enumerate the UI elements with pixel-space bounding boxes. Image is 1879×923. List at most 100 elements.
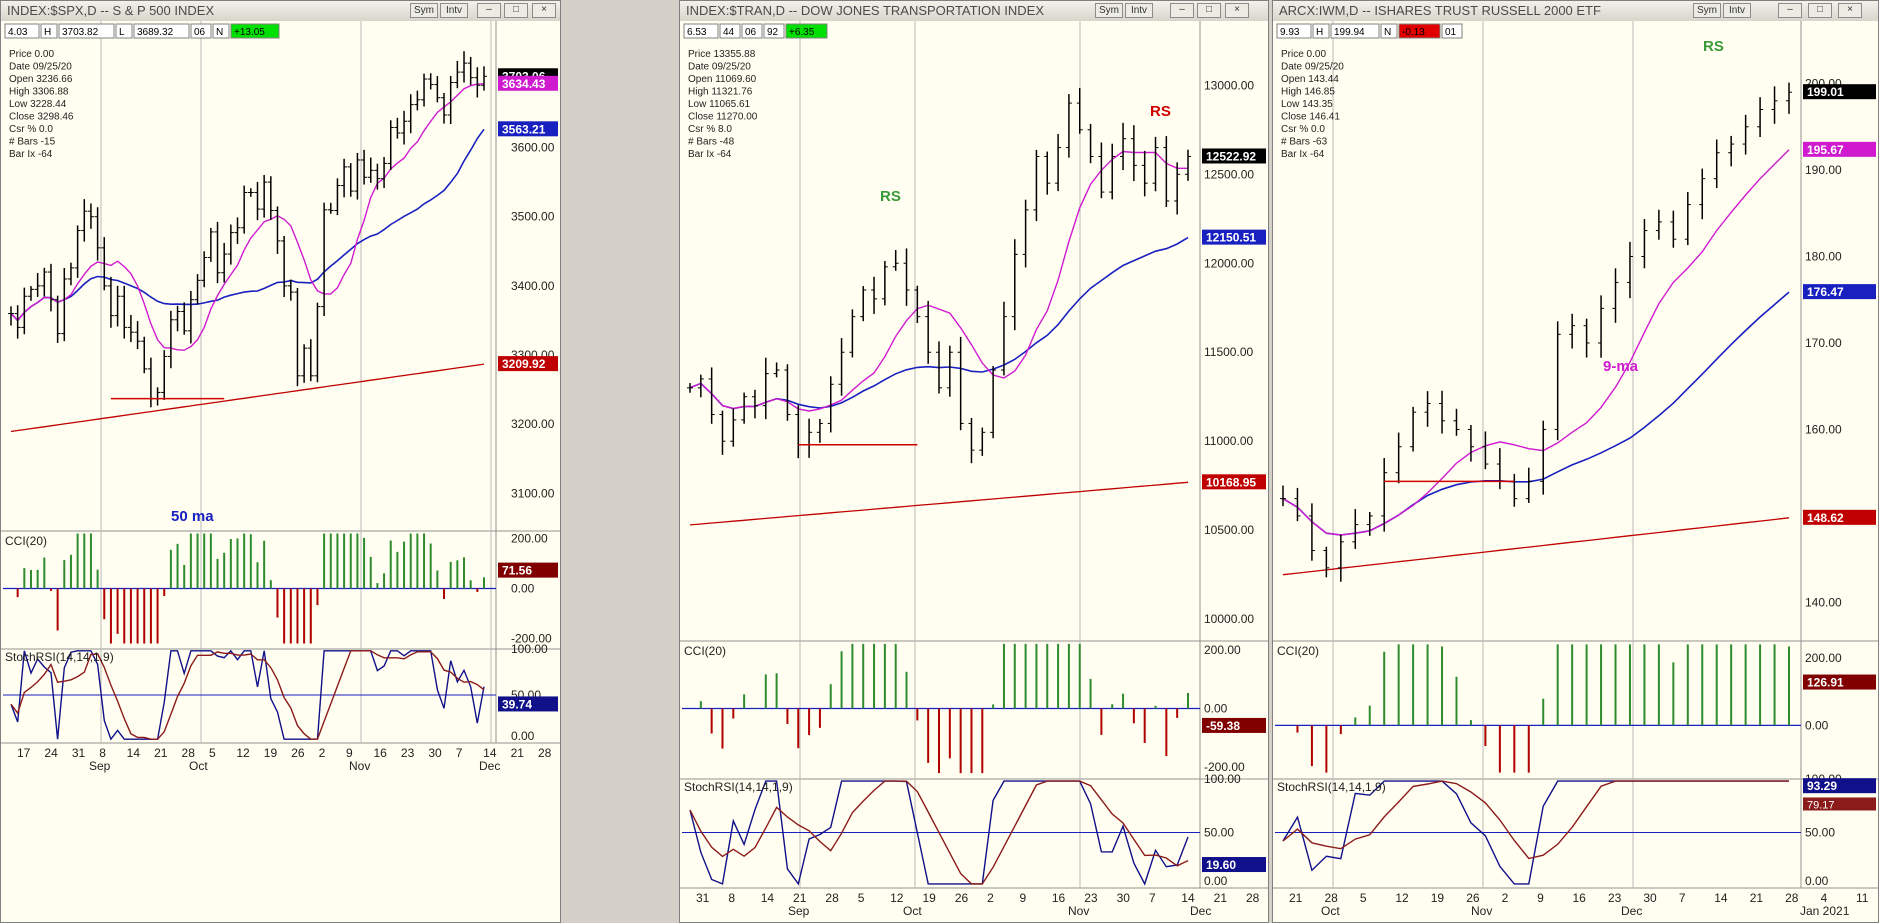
ma200-line: [689, 481, 1189, 526]
plot-background: [1, 21, 560, 922]
x-tick-label: 28: [182, 746, 196, 760]
cci-level-label: 200.00: [1204, 643, 1241, 657]
chart-window-spx[interactable]: INDEX:$SPX,D -- S & P 500 INDEX Sym Intv…: [0, 0, 561, 923]
info-line: Date 09/25/20: [1281, 62, 1344, 73]
x-month-label: Oct: [189, 759, 208, 773]
close-button[interactable]: ×: [532, 3, 556, 18]
cci-value-text: 71.56: [502, 564, 532, 578]
info-line: Open 143.44: [1281, 74, 1339, 85]
intv-button[interactable]: Intv: [1723, 3, 1751, 18]
x-tick-label: 7: [1679, 891, 1686, 905]
y-tick-label: 140.00: [1805, 595, 1842, 609]
toolbar-field-text: 199.94: [1334, 27, 1365, 38]
chart-annotation: 9-ma: [1603, 358, 1639, 375]
price-tag-text: 199.01: [1807, 85, 1844, 99]
chart-annotation: RS: [1703, 38, 1724, 55]
sym-button[interactable]: Sym: [1693, 3, 1721, 18]
info-line: Bar Ix -64: [9, 149, 53, 160]
stoch-value-text: 39.74: [502, 697, 532, 711]
minimize-button[interactable]: –: [1170, 3, 1194, 18]
maximize-button[interactable]: □: [1197, 3, 1221, 18]
x-tick-label: 16: [1052, 891, 1066, 905]
ma9-line: [689, 150, 1188, 412]
toolbar-field: [190, 23, 212, 39]
toolbar-field: [230, 23, 280, 39]
info-line: # Bars -48: [688, 137, 735, 148]
x-tick-label: 7: [456, 746, 463, 760]
toolbar-field-text: +6.35: [789, 27, 815, 38]
sym-button[interactable]: Sym: [1095, 3, 1123, 18]
x-tick-label: 21: [1214, 891, 1228, 905]
price-tag-text: 3209.92: [502, 357, 546, 371]
cci-label: CCI(20): [5, 534, 47, 548]
x-tick-label: 9: [346, 746, 353, 760]
minimize-button[interactable]: –: [1778, 3, 1802, 18]
title-bar[interactable]: INDEX:$SPX,D -- S & P 500 INDEX Sym Intv…: [1, 1, 560, 22]
x-tick-label: 31: [72, 746, 86, 760]
stoch-rsi-line: [10, 649, 485, 741]
info-line: Price 13355.88: [688, 49, 756, 60]
chart-svg[interactable]: 9.93 H 199.94 N -0.13 01 Price 0.00 Date 09/25/…: [1273, 1, 1879, 923]
x-tick-label: 28: [1785, 891, 1799, 905]
chart-window-iwm[interactable]: ARCX:IWM,D -- ISHARES TRUST RUSSELL 2000…: [1272, 0, 1879, 923]
x-tick-label: 26: [1466, 891, 1480, 905]
maximize-button[interactable]: □: [504, 3, 528, 18]
price-tag: [1202, 474, 1266, 490]
intv-button[interactable]: Intv: [440, 3, 468, 18]
toolbar-field-text: 3703.82: [62, 27, 99, 38]
price-tag-text: 3563.21: [502, 122, 546, 136]
plot-background: [1273, 21, 1878, 922]
x-month-label: Jan 2021: [1800, 904, 1850, 918]
stoch-value-tag: [498, 696, 558, 712]
toolbar-field-text: H: [1316, 27, 1323, 38]
y-tick-label: 180.00: [1805, 249, 1842, 263]
close-button[interactable]: ×: [1225, 3, 1249, 18]
chart-annotation: RS: [880, 188, 901, 205]
stoch-signal-text: 79.17: [1807, 799, 1835, 811]
sym-button[interactable]: Sym: [410, 3, 438, 18]
y-tick-label: 160.00: [1805, 422, 1842, 436]
x-tick-label: 21: [154, 746, 168, 760]
price-tag-text: 12522.92: [1206, 149, 1256, 163]
stoch-signal-line: [689, 780, 1189, 885]
cci-level-label: 0.00: [511, 582, 535, 596]
x-tick-label: 7: [1149, 891, 1156, 905]
chart-annotation: RS: [1150, 103, 1171, 120]
x-tick-label: 17: [17, 746, 31, 760]
info-line: Csr % 0.0: [1281, 124, 1325, 135]
toolbar-field: [40, 23, 58, 39]
maximize-button[interactable]: □: [1808, 3, 1832, 18]
x-tick-label: 14: [483, 746, 497, 760]
x-tick-label: 21: [1289, 891, 1303, 905]
toolbar-field-text: -0.13: [1402, 27, 1425, 38]
x-tick-label: 9: [1020, 891, 1027, 905]
toolbar-field-text: 44: [723, 27, 735, 38]
info-line: Open 11069.60: [688, 74, 757, 85]
y-tick-label: 3100.00: [511, 486, 555, 500]
cci-level-label: -200.00: [511, 632, 552, 646]
y-tick-label: 11000.00: [1204, 434, 1253, 448]
x-tick-label: 23: [1084, 891, 1098, 905]
chart-window-tran[interactable]: INDEX:$TRAN,D -- DOW JONES TRANSPORTATIO…: [679, 0, 1269, 923]
toolbar-field: [763, 23, 785, 39]
intv-button[interactable]: Intv: [1125, 3, 1153, 18]
toolbar-field: [1380, 23, 1398, 39]
price-tag: [498, 356, 558, 372]
price-tag: [1803, 284, 1876, 300]
x-tick-label: 2: [319, 746, 326, 760]
x-tick-label: 19: [264, 746, 278, 760]
x-tick-label: 30: [428, 746, 442, 760]
stoch-value-text: 19.60: [1206, 858, 1236, 872]
title-bar[interactable]: INDEX:$TRAN,D -- DOW JONES TRANSPORTATIO…: [680, 1, 1268, 22]
x-tick-label: 12: [1395, 891, 1409, 905]
minimize-button[interactable]: –: [477, 3, 501, 18]
close-button[interactable]: ×: [1838, 3, 1862, 18]
toolbar-field: [683, 23, 719, 39]
price-tag-text: 148.62: [1807, 511, 1844, 525]
info-line: Open 3236.66: [9, 74, 73, 85]
chart-svg[interactable]: 4.03 H 3703.82 L 3689.32 06 N +13.05 Price 0.00 D…: [1, 1, 561, 923]
info-line: Close 3298.46: [9, 112, 74, 123]
toolbar-field: [785, 23, 828, 39]
x-month-label: Sep: [89, 759, 111, 773]
